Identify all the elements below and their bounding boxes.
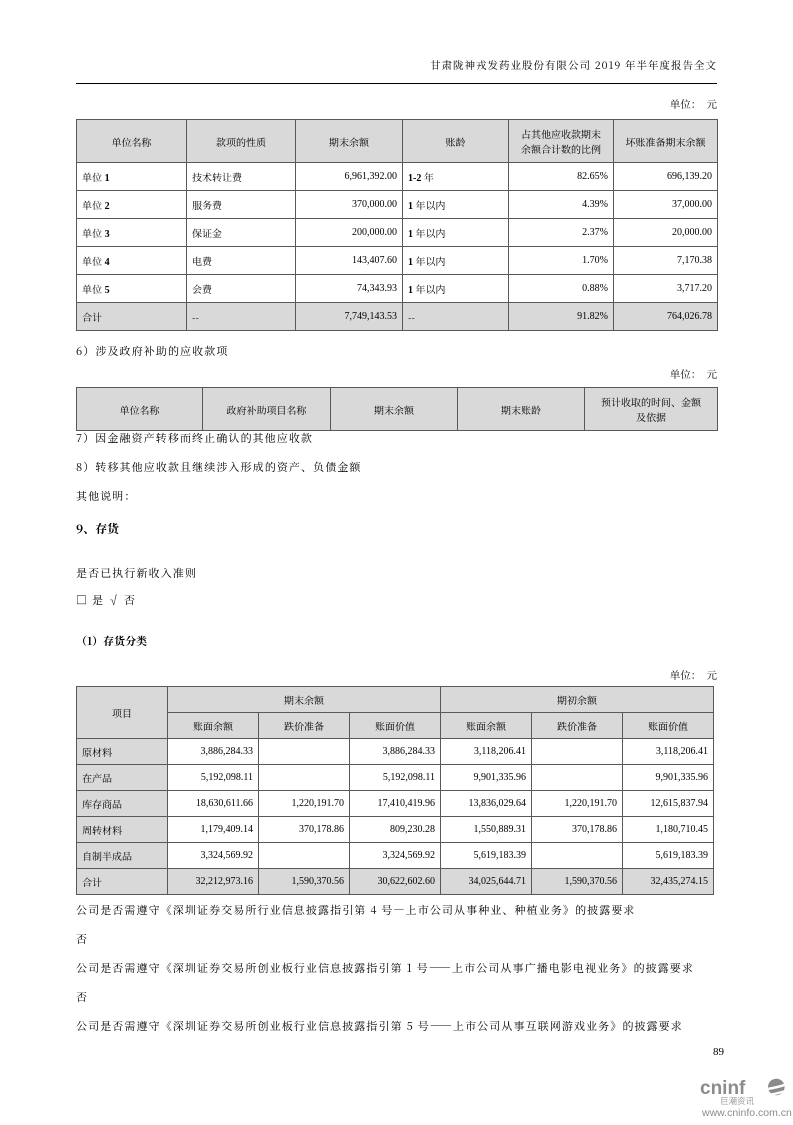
svg-text:巨潮资讯: 巨潮资讯 [720,1096,755,1106]
svg-text:www.cninfo.com.cn: www.cninfo.com.cn [701,1107,792,1119]
